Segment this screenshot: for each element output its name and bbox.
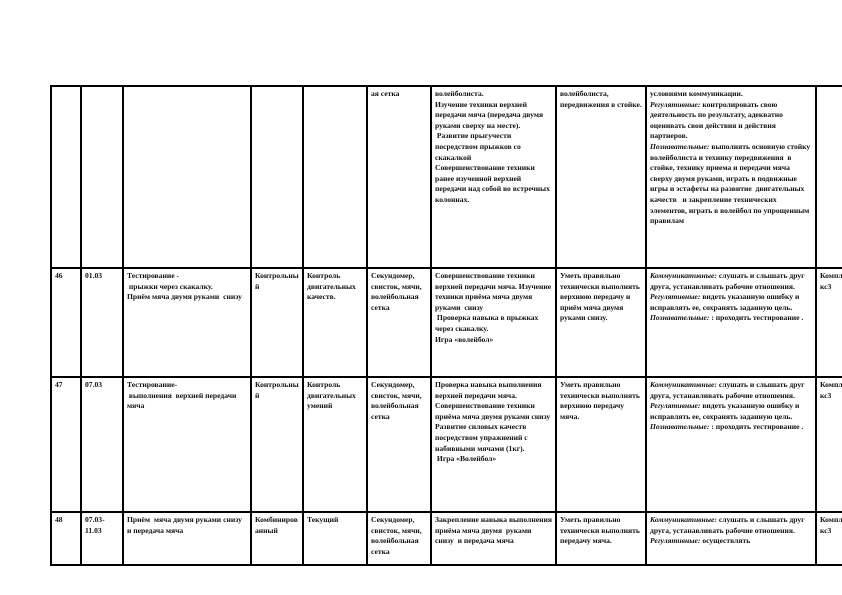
lesson-number-cell [50, 85, 82, 269]
uud-text: видеть указанную ошибку и исправлять ее,… [650, 292, 802, 312]
uud-label: Коммуникативные: [650, 271, 717, 280]
uud-label: Регулятивные: [650, 99, 701, 109]
control-type-cell: Текущий [302, 511, 368, 566]
uud-item: Коммуникативные: слушать и слышать друг … [650, 271, 812, 292]
lesson-date-cell: 01.03 [80, 267, 124, 378]
lesson-number-cell: 46 [50, 267, 82, 378]
lesson-topic-cell: Тестирование - прыжки через скакалку. Пр… [122, 267, 252, 378]
control-type-cell [302, 85, 368, 269]
table-row: 47 07.03 Тестирование- выполнения верхней … [50, 376, 842, 513]
lesson-content-cell: Проверка навыка выполнения верхней перед… [430, 376, 557, 513]
lesson-date-cell: 07.03- 11.03 [80, 511, 124, 566]
lesson-content-cell: Совершенствование техники верхней переда… [430, 267, 557, 378]
uud-text: видеть указанную ошибку и исправлять ее,… [650, 401, 802, 421]
uud-label: Регулятивные: [650, 536, 701, 546]
equipment-cell: Секундомер, свисток, мячи, волейбольная … [366, 511, 432, 566]
uud-item: Коммуникативные: слушать и слышать друг … [650, 515, 812, 536]
uud-text: : проходить тестирование . [709, 313, 804, 323]
uud-text: слушать и слышать друг друга, устанавлив… [650, 271, 807, 291]
uud-label: Коммуникативные: [650, 515, 717, 524]
uud-label: Регулятивные: [650, 292, 701, 302]
subject-results-cell: Уметь правильно технически выполнять пер… [555, 511, 647, 566]
uud-item: Познавательные: выполнять основную стойк… [650, 142, 812, 227]
table-row: 46 01.03 Тестирование - прыжки через скака… [50, 267, 842, 378]
last-column-cell [815, 85, 842, 269]
table-row: 48 07.03- 11.03 Приём мяча двумя руками сн… [50, 511, 842, 566]
lesson-topic-cell: Тестирование- выполнения верхней передач… [122, 376, 252, 513]
lesson-number-cell: 48 [50, 511, 82, 566]
uud-item: Коммуникативные: слушать и слышать друг … [650, 380, 812, 401]
table-row: ая сетка волейболиста. Изучение техники в… [50, 85, 842, 269]
uud-text: осуществлять [700, 536, 751, 546]
uud-item: Регулятивные: контролировать свою деятел… [650, 100, 812, 142]
last-column-cell: Комплекс3 [815, 511, 842, 566]
lesson-number-cell: 47 [50, 376, 82, 513]
uud-item: Познавательные: : проходить тестирование… [650, 313, 812, 324]
last-column-cell: Комплекс3 [815, 267, 842, 378]
last-column-cell: Комплекс3 [815, 376, 842, 513]
lesson-plan-table: ая сетка волейболиста. Изучение техники в… [50, 85, 842, 566]
uud-item: Регулятивные: видеть указанную ошибку и … [650, 401, 812, 422]
lesson-date-cell [80, 85, 124, 269]
lesson-topic-cell [122, 85, 252, 269]
uud-text: слушать и слышать друг друга, устанавлив… [650, 515, 807, 535]
uud-cell: Коммуникативные: слушать и слышать друг … [645, 511, 817, 566]
uud-text: условиями коммуникации. [650, 89, 743, 98]
uud-item: Регулятивные: видеть указанную ошибку и … [650, 292, 812, 313]
uud-cell: Коммуникативные: слушать и слышать друг … [645, 376, 817, 513]
subject-results-cell: волейболиста, передвижения в стойке. [555, 85, 647, 269]
uud-cell: Коммуникативные: слушать и слышать друг … [645, 267, 817, 378]
uud-label: Познавательные: [650, 313, 710, 323]
lesson-type-cell: Контрольный [250, 376, 304, 513]
uud-item: Регулятивные: осуществлять [650, 536, 812, 547]
lesson-content-cell: волейболиста. Изучение техники верхней п… [430, 85, 557, 269]
uud-label: Познавательные: [650, 422, 710, 432]
uud-text: выполнять основную стойку волейболиста и… [650, 141, 813, 226]
subject-results-cell: Уметь правильно технически выполнять вер… [555, 376, 647, 513]
lesson-type-cell [250, 85, 304, 269]
subject-results-cell: Уметь правильно технически выполнять вер… [555, 267, 647, 378]
lesson-type-cell: Контрольный [250, 267, 304, 378]
equipment-cell: ая сетка [366, 85, 432, 269]
control-type-cell: Контроль двигательных умений [302, 376, 368, 513]
uud-label: Познавательные: [650, 141, 710, 151]
uud-label: Регулятивные: [650, 401, 701, 411]
lesson-topic-cell: Приём мяча двумя руками снизу и передача… [122, 511, 252, 566]
uud-text: слушать и слышать друг друга, устанавлив… [650, 380, 807, 400]
uud-item: Познавательные: : проходить тестирование… [650, 422, 812, 433]
equipment-cell: Секундомер, свисток, мячи, волейбольная … [366, 376, 432, 513]
uud-label: Коммуникативные: [650, 380, 717, 389]
control-type-cell: Контроль двигательных качеств. [302, 267, 368, 378]
uud-item: условиями коммуникации. [650, 89, 812, 100]
uud-text: : проходить тестирование . [709, 422, 804, 432]
lesson-content-cell: Закрепление навыка выполнения приёма мяч… [430, 511, 557, 566]
uud-text: контролировать свою деятельность по резу… [650, 99, 785, 141]
lesson-date-cell: 07.03 [80, 376, 124, 513]
lesson-type-cell: Комбинированный [250, 511, 304, 566]
equipment-cell: Секундомер, свисток, мячи, волейбольная … [366, 267, 432, 378]
uud-cell: условиями коммуникации. Регулятивные: кон… [645, 85, 817, 269]
